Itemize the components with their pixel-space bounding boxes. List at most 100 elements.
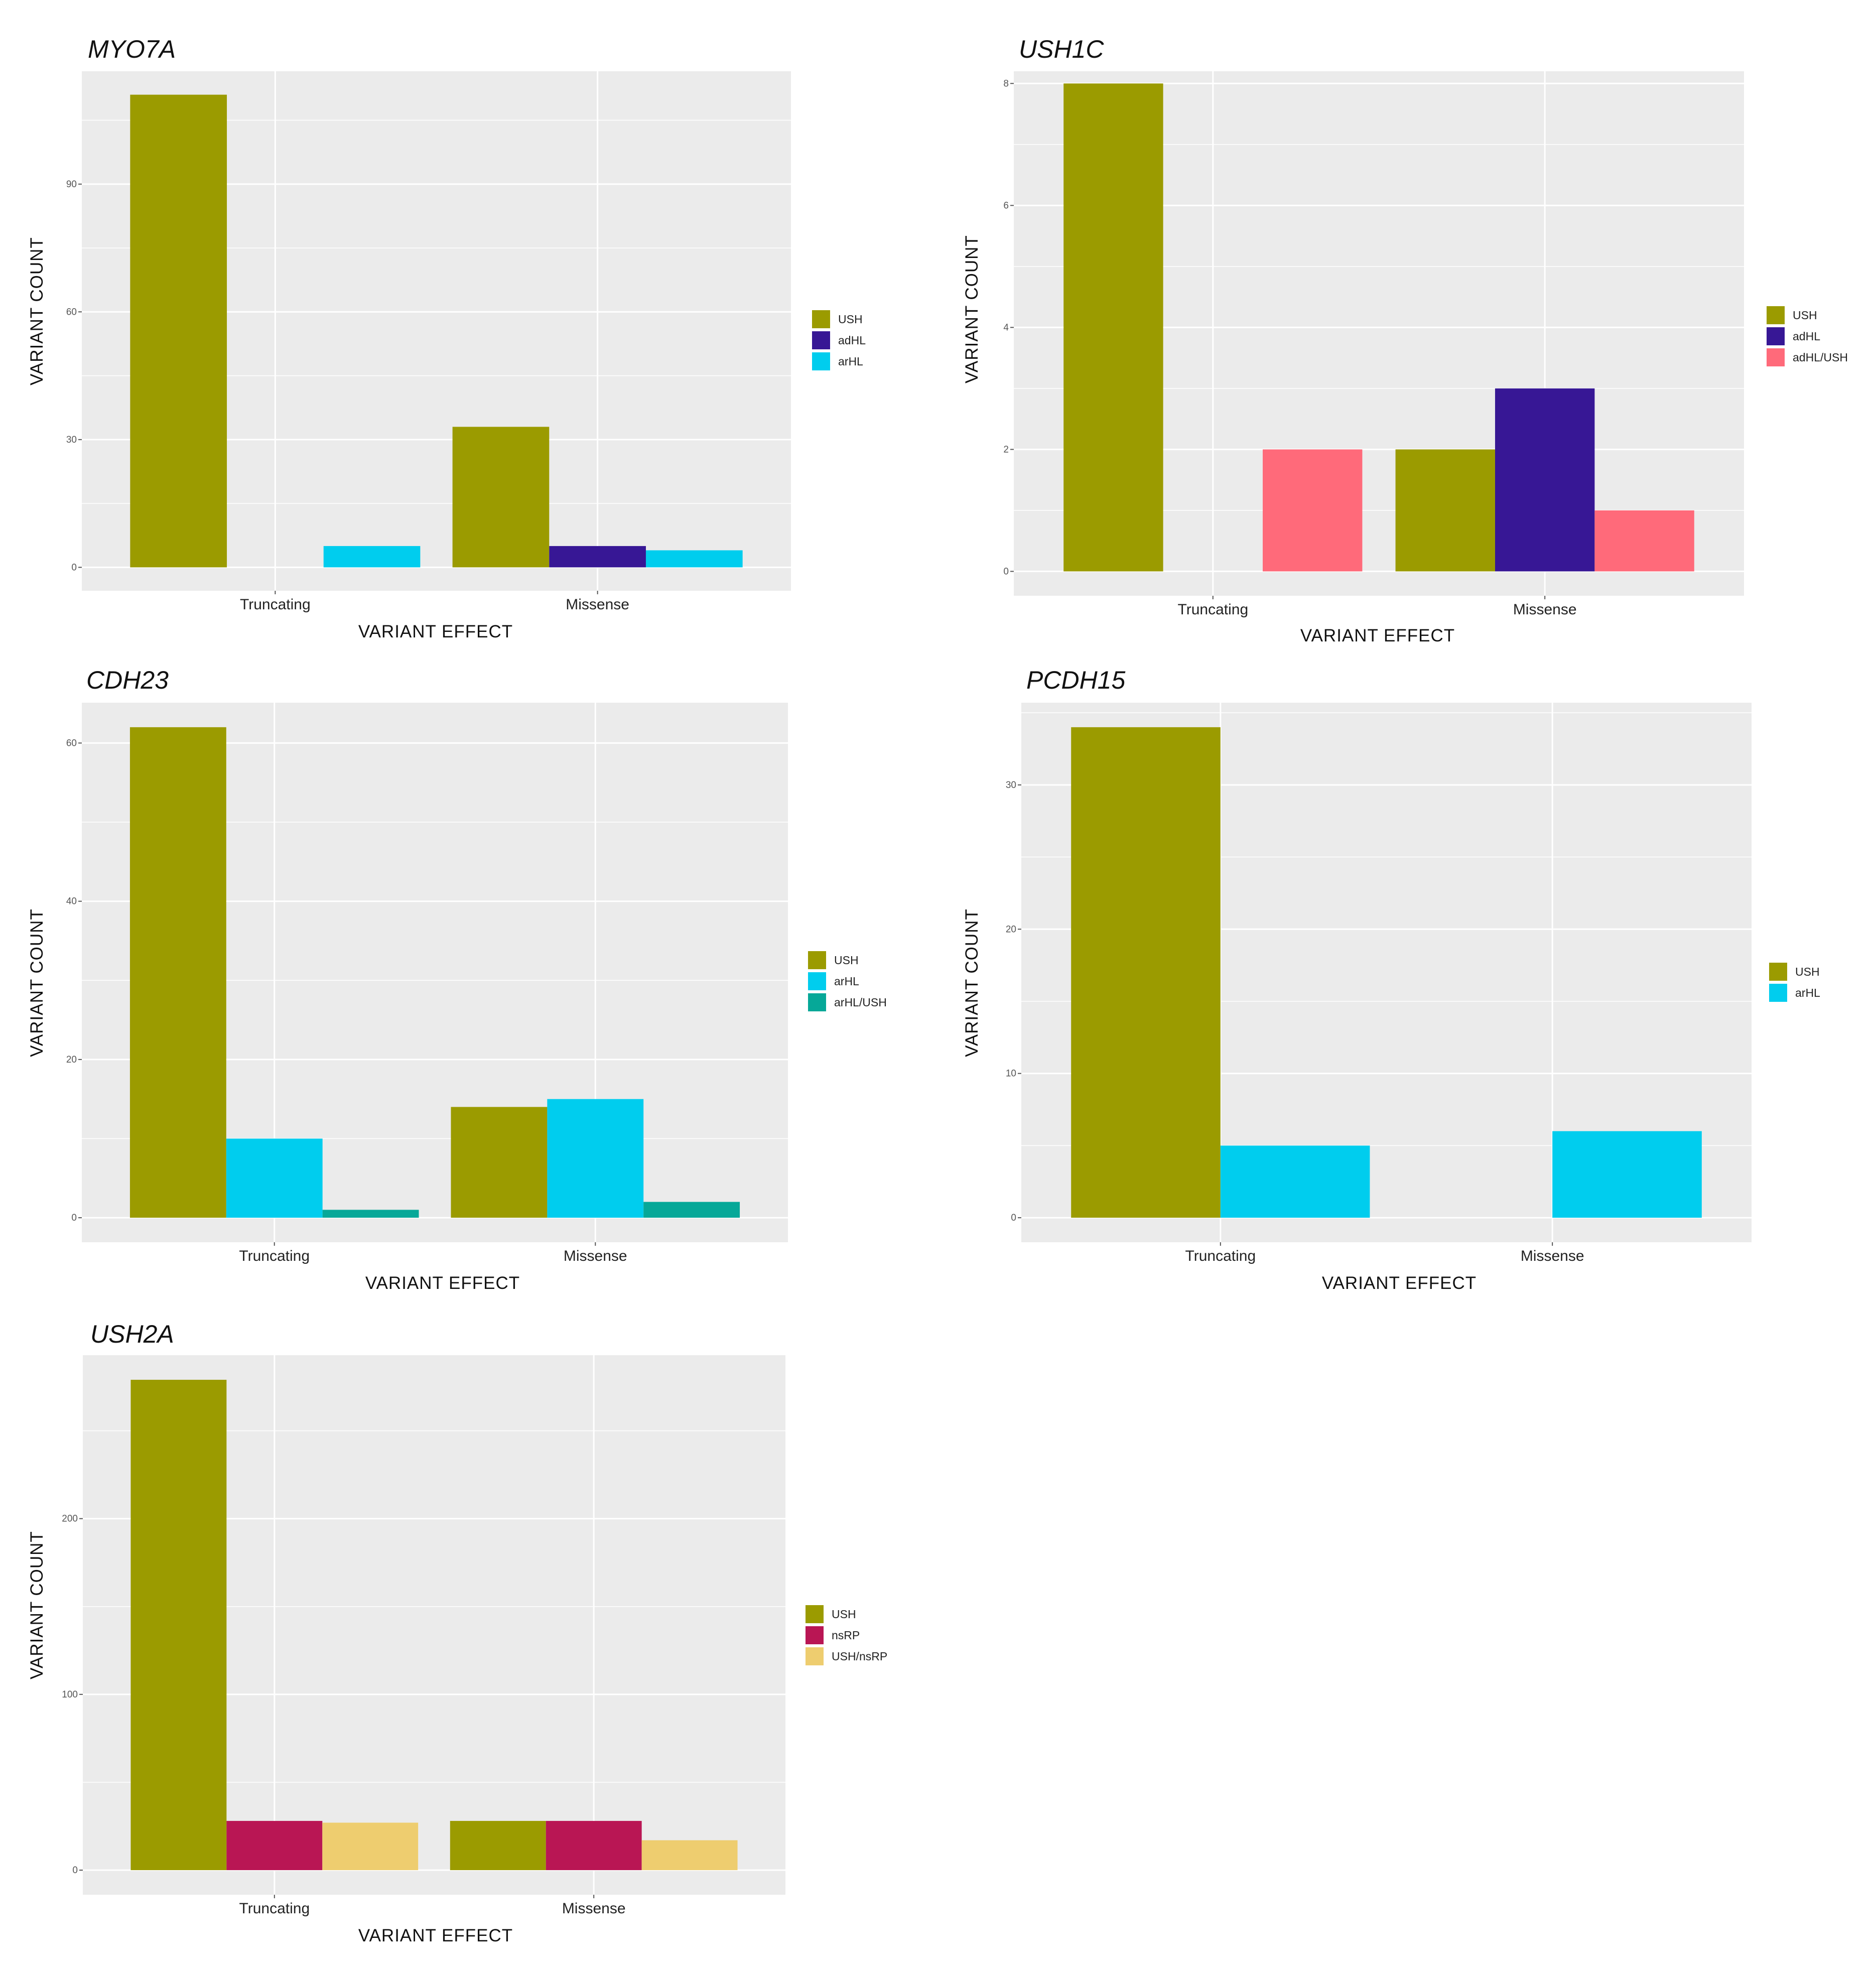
legend-label: adHL [838, 334, 866, 347]
legend-swatch [812, 331, 830, 349]
x-tick-label: Missense [566, 596, 629, 613]
legend: USH arHL [1769, 963, 1820, 1002]
y-tick-label: 4 [1003, 322, 1009, 333]
x-tick-label: Truncating [240, 596, 311, 613]
y-tick-label: 10 [1006, 1069, 1016, 1079]
ush2a-chart: 0 100 200 Truncating Missense USH2A VARIANT EF… [27, 1320, 887, 1945]
bar-ush-nsrp-missense [641, 1840, 738, 1870]
bar-ush-missense [450, 1820, 546, 1870]
y-axis-label: VARIANT COUNT [27, 237, 47, 385]
y-tick-label: 60 [66, 307, 77, 317]
chart-title: CDH23 [86, 666, 169, 694]
bar-ush-truncating [130, 1380, 227, 1870]
legend-swatch [1767, 327, 1785, 345]
y-tick-label: 0 [72, 1865, 78, 1876]
legend-swatch [1767, 306, 1785, 324]
bar-nsrp-truncating [226, 1820, 323, 1870]
pcdh15-chart: 0 10 20 30 Truncating Missense PCDH15 VARIANT E… [962, 666, 1820, 1293]
bar-arhl-truncating [1220, 1145, 1370, 1218]
x-tick-label: Truncating [1178, 601, 1249, 618]
legend-swatch [808, 993, 826, 1011]
x-tick-label: Missense [564, 1248, 627, 1264]
legend-swatch [806, 1626, 824, 1644]
y-tick-label: 2 [1003, 444, 1009, 455]
legend-label: arHL [1795, 986, 1820, 999]
bar-nsrp-missense [546, 1820, 642, 1870]
y-tick-label: 30 [1006, 780, 1016, 791]
legend-swatch [1769, 963, 1787, 981]
legend-label: USH [838, 313, 863, 326]
bar-adhl-ush-missense [1594, 510, 1694, 572]
bar-ush-truncating [130, 94, 227, 568]
x-tick-label: Missense [1521, 1248, 1584, 1264]
legend: USH arHL arHL/USH [808, 951, 887, 1011]
y-tick-label: 0 [1003, 566, 1009, 577]
bar-ush-nsrp-truncating [322, 1822, 419, 1870]
legend-label: arHL [838, 355, 863, 368]
legend-label: nsRP [832, 1629, 860, 1642]
bar-ush-truncating [1063, 83, 1163, 572]
bar-arhl-missense [1552, 1131, 1702, 1218]
legend-label: USH [834, 954, 859, 967]
legend: USH nsRP USH/nsRP [806, 1605, 887, 1665]
x-axis-label: VARIANT EFFECT [358, 1926, 513, 1945]
legend-swatch [808, 972, 826, 990]
chart-title: USH2A [90, 1320, 174, 1348]
cdh23-chart: 0 20 40 60 Truncating Missense CDH23 VARIANT EF… [27, 666, 887, 1293]
bar-arhl-truncating [323, 546, 421, 568]
legend-label: adHL/USH [1793, 351, 1848, 364]
y-axis-label: VARIANT COUNT [27, 1531, 47, 1679]
myo7a-chart: 0 30 60 90 Truncating Missense MYO7A VARIANT EF… [27, 35, 866, 641]
legend-label: USH [832, 1608, 856, 1621]
bar-arhl-missense [645, 550, 743, 568]
y-tick-label: 100 [62, 1689, 78, 1700]
legend-swatch [812, 310, 830, 328]
ush1c-chart: 0 2 4 6 8 Truncating Missense USH1C VARIANT EFFE… [962, 35, 1848, 645]
legend-label: arHL/USH [834, 996, 887, 1009]
bar-adhl-missense [1495, 388, 1595, 572]
bar-arhl-missense [547, 1099, 644, 1218]
y-tick-label: 8 [1003, 78, 1009, 89]
x-axis-label: VARIANT EFFECT [358, 622, 513, 641]
y-tick-label: 0 [1011, 1213, 1016, 1223]
y-tick-label: 6 [1003, 200, 1009, 211]
legend-label: arHL [834, 975, 859, 988]
bar-arhl-truncating [226, 1138, 323, 1218]
bar-ush-missense [451, 1107, 548, 1218]
y-tick-label: 40 [66, 896, 77, 907]
x-tick-label: Missense [1513, 601, 1577, 618]
x-tick-label: Truncating [239, 1248, 310, 1264]
x-axis-label: VARIANT EFFECT [365, 1273, 520, 1293]
chart-title: USH1C [1019, 35, 1104, 63]
y-axis-label: VARIANT COUNT [27, 908, 47, 1057]
bar-ush-truncating [1071, 727, 1221, 1218]
y-tick-label: 0 [71, 562, 77, 573]
x-axis-label: VARIANT EFFECT [1322, 1273, 1477, 1293]
y-tick-label: 60 [66, 738, 77, 748]
y-tick-label: 30 [66, 435, 77, 445]
legend-swatch [1769, 984, 1787, 1002]
x-axis-label: VARIANT EFFECT [1300, 626, 1455, 645]
legend-swatch [808, 951, 826, 969]
legend-label: USH [1795, 965, 1820, 978]
x-tick-label: Truncating [1185, 1248, 1256, 1264]
legend-swatch [806, 1647, 824, 1665]
y-tick-label: 90 [66, 179, 77, 190]
chart-title: PCDH15 [1026, 666, 1125, 694]
bar-arhl-ush-truncating [322, 1210, 419, 1218]
y-axis-label: VARIANT COUNT [962, 908, 982, 1057]
y-tick-label: 20 [1006, 924, 1016, 935]
x-tick-label: Truncating [239, 1900, 310, 1917]
legend-swatch [1767, 348, 1785, 366]
y-tick-label: 200 [62, 1514, 78, 1524]
legend-label: adHL [1793, 330, 1820, 343]
legend-swatch [806, 1605, 824, 1623]
bar-adhl-missense [549, 546, 646, 568]
y-tick-label: 20 [66, 1055, 77, 1065]
y-axis-label: VARIANT COUNT [962, 235, 982, 383]
bar-ush-missense [452, 427, 550, 568]
bar-arhl-ush-missense [643, 1202, 740, 1218]
legend: USH adHL arHL [812, 310, 866, 370]
bar-ush-truncating [129, 727, 226, 1218]
x-tick-label: Missense [562, 1900, 626, 1917]
